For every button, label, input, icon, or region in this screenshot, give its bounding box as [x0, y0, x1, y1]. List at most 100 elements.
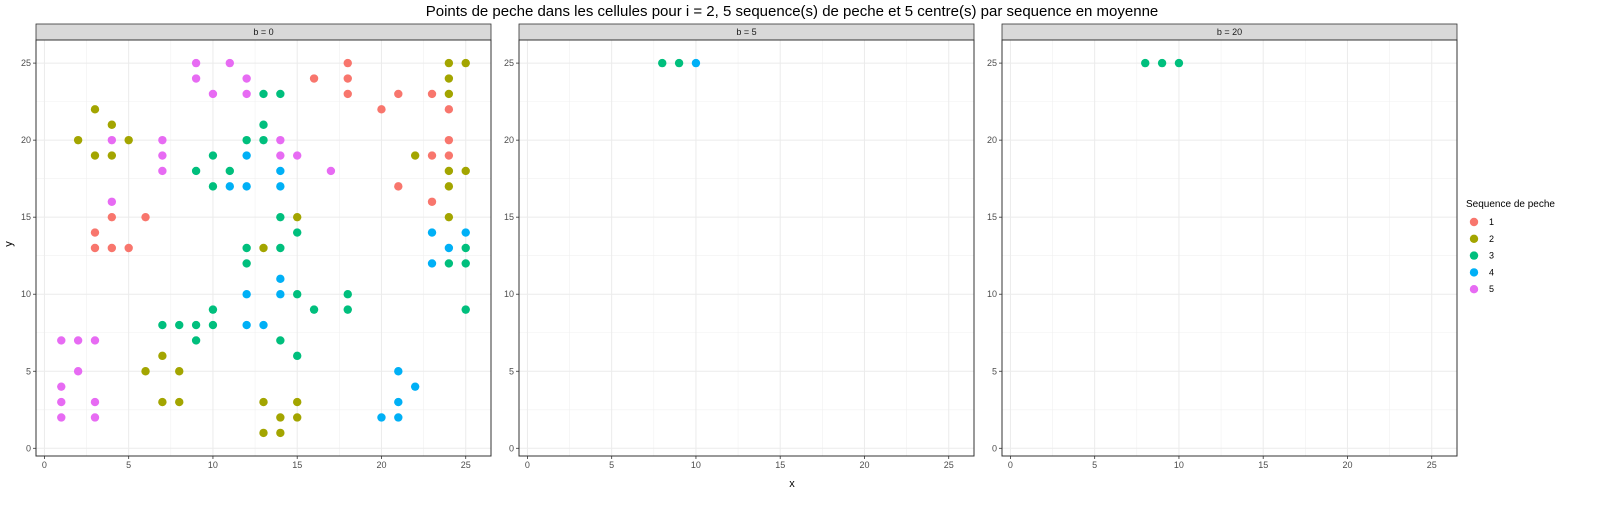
facet-panel: b = 5 0 5 10 15 20 25 0 5 10 15 20 25 — [504, 23, 975, 470]
y-tick-label: 10 — [987, 289, 997, 299]
data-point — [158, 135, 167, 145]
data-point — [141, 367, 150, 376]
data-point — [158, 320, 167, 330]
data-point — [107, 212, 117, 222]
data-point — [191, 166, 201, 176]
data-point — [276, 166, 285, 176]
data-point — [242, 89, 251, 99]
data-point — [191, 58, 201, 68]
data-point — [57, 413, 66, 422]
data-point — [124, 243, 133, 253]
data-point — [90, 413, 100, 422]
legend-entry: 4 — [1466, 264, 1494, 281]
data-point — [158, 351, 167, 361]
x-tick-label: 15 — [292, 460, 302, 470]
y-tick-label: 0 — [509, 443, 514, 453]
data-point — [1157, 58, 1167, 68]
data-point — [259, 397, 268, 407]
data-point — [658, 58, 667, 68]
data-point — [461, 243, 470, 253]
y-tick-label: 5 — [992, 366, 997, 376]
data-point — [259, 243, 268, 253]
data-point — [242, 135, 251, 145]
data-point — [107, 120, 117, 129]
data-point — [394, 413, 403, 422]
data-point — [57, 336, 66, 345]
legend-swatch — [1469, 217, 1479, 227]
data-point — [326, 166, 336, 176]
data-point — [276, 89, 285, 99]
legend-label: 1 — [1489, 217, 1494, 227]
data-point — [293, 413, 302, 422]
data-point — [427, 228, 437, 237]
legend-entry: 3 — [1466, 247, 1494, 264]
facet-panel: b = 20 0 5 10 15 20 25 0 5 10 15 20 25 — [987, 23, 1458, 470]
x-tick-label: 10 — [691, 460, 701, 470]
data-point — [276, 212, 285, 222]
data-point — [259, 428, 268, 438]
data-point — [377, 105, 386, 114]
legend-swatch — [1469, 234, 1479, 243]
data-point — [175, 397, 184, 407]
y-tick-label: 15 — [504, 212, 514, 222]
panel-background — [1002, 40, 1457, 456]
data-point — [225, 182, 234, 191]
data-point — [461, 228, 470, 237]
data-point — [293, 290, 302, 299]
y-tick-label: 0 — [26, 443, 31, 453]
y-tick-label: 25 — [987, 58, 997, 68]
data-point — [57, 382, 66, 391]
data-point — [394, 367, 403, 376]
legend-label: 2 — [1489, 234, 1494, 244]
panel-border — [518, 39, 975, 457]
x-tick-label: 0 — [525, 460, 530, 470]
y-tick-label: 5 — [26, 366, 31, 376]
data-point — [461, 259, 470, 268]
data-point — [444, 243, 454, 253]
data-point — [293, 151, 302, 160]
x-tick-label: 15 — [775, 460, 785, 470]
data-point — [259, 120, 268, 129]
data-point — [242, 259, 251, 268]
data-point — [191, 74, 201, 83]
x-tick-label: 0 — [1008, 460, 1013, 470]
data-point — [444, 58, 454, 68]
data-point — [276, 182, 285, 191]
x-tick-label: 20 — [376, 460, 386, 470]
data-point — [242, 290, 251, 299]
data-point — [90, 397, 100, 407]
legend: Sequence de peche 1 2 3 4 5 — [1466, 199, 1555, 298]
data-point — [427, 259, 437, 268]
legend-label: 5 — [1489, 284, 1494, 294]
y-tick-label: 20 — [504, 135, 514, 145]
data-point — [427, 197, 437, 206]
data-point — [208, 89, 218, 99]
data-point — [293, 351, 302, 361]
data-point — [276, 428, 285, 438]
facet-strip-label: b = 20 — [1217, 27, 1242, 37]
data-point — [1141, 58, 1150, 68]
data-point — [242, 320, 251, 330]
y-tick-label: 10 — [21, 289, 31, 299]
x-tick-label: 0 — [42, 460, 47, 470]
legend-label: 3 — [1489, 251, 1494, 261]
x-tick-label: 5 — [1092, 460, 1097, 470]
legend-entry: 2 — [1466, 230, 1494, 247]
x-tick-label: 20 — [1342, 460, 1352, 470]
data-point — [427, 89, 437, 99]
data-point — [242, 182, 251, 191]
data-point — [309, 74, 319, 83]
y-tick-label: 0 — [992, 443, 997, 453]
data-point — [208, 182, 218, 191]
data-point — [124, 135, 133, 145]
data-point — [394, 397, 403, 407]
x-tick-label: 25 — [1427, 460, 1437, 470]
data-point — [73, 135, 83, 145]
x-tick-label: 15 — [1258, 460, 1268, 470]
data-point — [343, 74, 352, 83]
x-tick-label: 10 — [1174, 460, 1184, 470]
data-point — [191, 320, 201, 330]
data-point — [276, 290, 285, 299]
